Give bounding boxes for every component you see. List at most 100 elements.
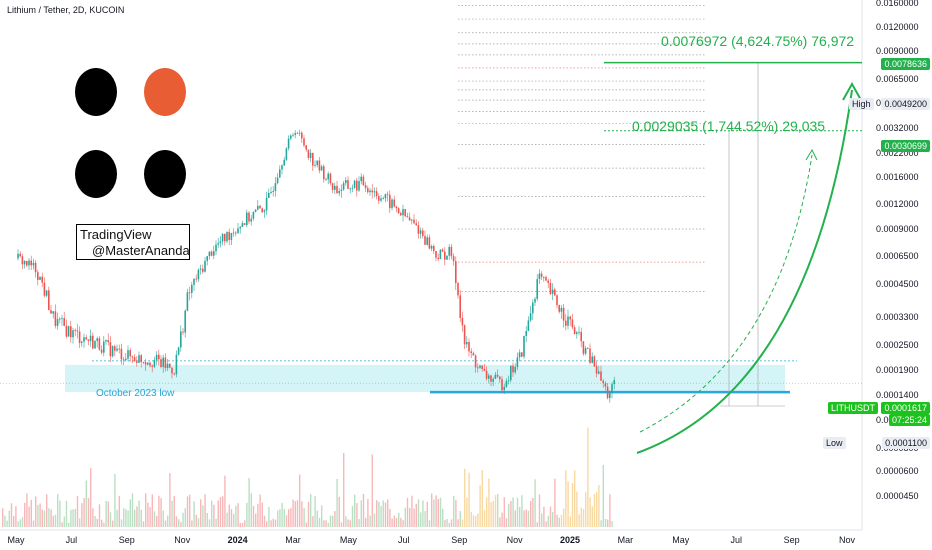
candle-body [580,331,582,342]
candle-body [72,330,74,338]
candle-body [587,348,589,349]
volume-bar [292,499,294,527]
volume-bar [118,495,120,527]
volume-bar [140,509,142,527]
candle-body [37,272,39,280]
candle-body [554,289,556,296]
volume-bar [173,495,175,527]
volume-bar [569,516,571,527]
candle-body [94,340,96,349]
volume-bar [6,520,8,527]
volume-bar [400,517,402,527]
candle-body [19,253,21,257]
volume-bar [428,520,431,527]
volume-bar [499,517,501,527]
candle-body [254,209,257,212]
chart-title: Lithium / Tether, 2D, KUCOIN [7,5,125,15]
volume-bar [296,500,299,527]
volume-bar [593,494,596,527]
candle-body [611,384,613,394]
volume-bar [233,513,235,527]
candle-body [578,331,580,333]
candle-body [153,360,156,367]
candle-body [551,289,554,294]
y-tick-label: 0.0065000 [876,74,919,84]
volume-bar [543,506,545,527]
volume-bar [431,493,433,527]
candle-body [111,346,114,357]
volume-bar [490,502,492,527]
volume-bar [439,497,442,527]
volume-bar [521,495,523,527]
volume-bar [417,499,420,527]
candle-body [276,177,279,184]
black-dot-1 [75,68,117,116]
candle-body [426,237,428,245]
candle-body [481,365,483,369]
candle-body [444,251,446,260]
volume-bar [600,520,602,527]
volume-bar [373,513,376,527]
volume-bar [167,515,169,527]
volume-bar [10,503,13,527]
candle-body [281,165,283,170]
volume-bar [255,513,257,527]
candle-body [118,348,120,350]
volume-bar [257,504,259,527]
volume-bar [424,511,426,527]
candle-body [499,376,501,380]
volume-bar [332,515,334,527]
volume-bar [508,503,510,527]
candle-body [45,290,48,296]
candle-body [529,313,532,321]
volume-bar [79,518,81,527]
x-tick-label: Mar [285,535,301,545]
volume-bar [211,500,213,527]
volume-bar [94,516,96,527]
volume-bar [505,518,508,527]
volume-bar [184,508,186,527]
candle-body [116,348,118,351]
volume-bar [318,517,321,527]
candle-body [202,268,204,272]
volume-bar [222,496,224,527]
candle-body [549,283,552,294]
candle-body [367,188,369,193]
candle-body [290,135,292,139]
candle-body [173,373,175,375]
volume-bar [19,519,21,527]
volume-bar [43,510,46,527]
candle-body [523,335,525,357]
volume-bar [565,470,567,527]
volume-bar [314,495,316,527]
y-tick-label: 0.0032000 [876,123,919,133]
candle-body [468,342,470,352]
candle-body [591,356,593,363]
candle-body [155,354,158,361]
candle-body [536,279,538,299]
candle-body [347,180,349,189]
candle-body [48,290,50,311]
volume-bar [560,514,563,527]
volume-bar [525,509,527,527]
volume-bar [61,522,63,527]
candle-body [105,340,107,342]
candle-body [175,354,178,375]
candle-body [228,231,230,240]
candle-body [386,194,389,196]
candle-body [415,223,417,226]
candle-body [63,318,65,326]
volume-bar [17,521,19,527]
candle-body [393,199,395,207]
volume-bar [541,513,543,527]
volume-bar [609,494,611,527]
volume-bar [563,508,565,527]
volume-bar [105,500,107,527]
candle-body [74,330,76,331]
volume-bar [127,510,129,527]
candle-body [26,260,28,266]
candle-body [613,380,615,385]
volume-bar [164,520,167,527]
candle-body [294,133,296,135]
